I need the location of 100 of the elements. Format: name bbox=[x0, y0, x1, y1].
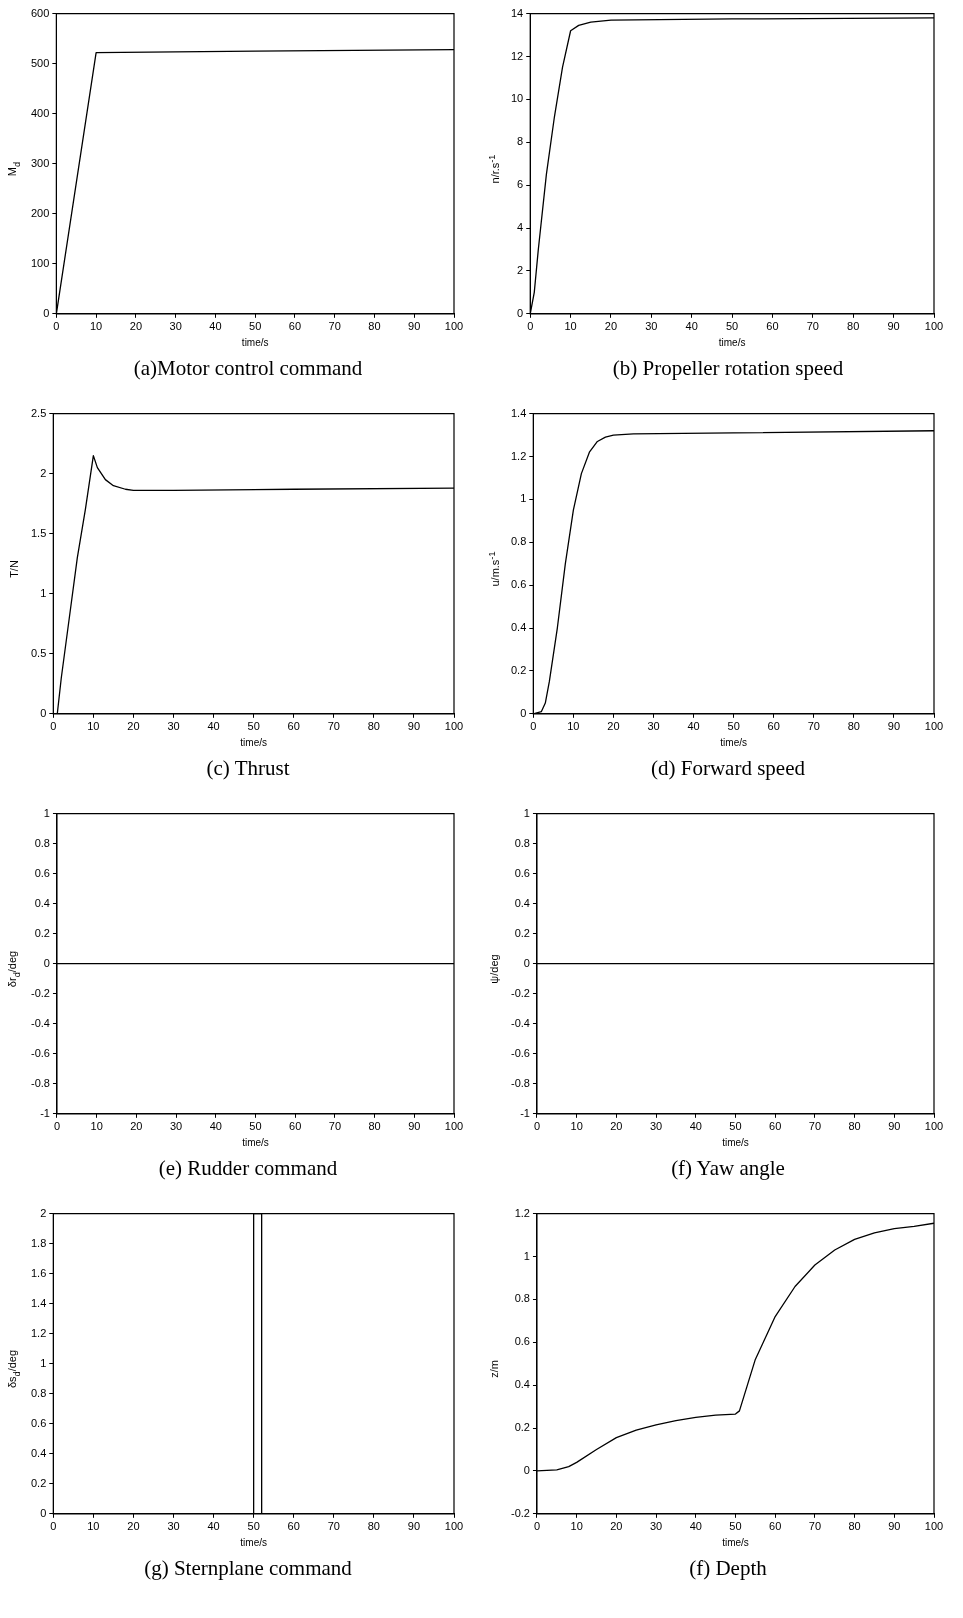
y-tick-label: 1 bbox=[40, 1356, 47, 1369]
x-tick-label: 100 bbox=[924, 1120, 944, 1133]
x-tick-label: 100 bbox=[444, 1120, 464, 1133]
y-tick-label: 0.4 bbox=[514, 1378, 530, 1391]
y-tick-label: 2.5 bbox=[30, 406, 47, 419]
y-tick-label: 1.2 bbox=[510, 449, 527, 462]
x-tick-label: 20 bbox=[127, 720, 140, 733]
y-tick-label: 0.6 bbox=[514, 866, 530, 879]
x-tick-label: 20 bbox=[610, 1520, 623, 1533]
x-axis-title: time/s bbox=[241, 336, 269, 348]
x-tick-label: 70 bbox=[808, 1520, 822, 1533]
x-tick-label: 90 bbox=[887, 720, 901, 733]
y-tick-label: 0.8 bbox=[30, 1386, 47, 1399]
y-tick-label: 0 bbox=[43, 306, 50, 319]
x-tick-label: 100 bbox=[444, 720, 464, 733]
y-tick-label: 0 bbox=[523, 956, 530, 969]
x-tick-label: 30 bbox=[645, 320, 658, 333]
x-tick-label: 60 bbox=[289, 1120, 302, 1133]
y-tick-label: 0 bbox=[520, 706, 527, 719]
y-tick-label: 1 bbox=[523, 806, 530, 819]
x-tick-label: 60 bbox=[288, 320, 302, 333]
x-tick-label: 80 bbox=[848, 1520, 861, 1533]
x-axis-title: time/s bbox=[722, 1536, 749, 1548]
y-tick-label: 0.6 bbox=[510, 578, 527, 591]
y-tick-label: 1.2 bbox=[514, 1206, 530, 1219]
x-tick-label: 70 bbox=[806, 320, 819, 333]
y-tick-label: 0.2 bbox=[30, 1476, 47, 1489]
x-tick-label: 100 bbox=[444, 1520, 464, 1533]
y-tick-label: 0.6 bbox=[30, 1416, 47, 1429]
x-tick-label: 50 bbox=[729, 1120, 742, 1133]
x-axis-title: time/s bbox=[240, 1536, 267, 1548]
x-tick-label: 40 bbox=[687, 720, 700, 733]
x-tick-label: 60 bbox=[766, 320, 779, 333]
x-tick-label: 30 bbox=[649, 1120, 663, 1133]
x-tick-label: 10 bbox=[87, 1520, 100, 1533]
y-tick-label: 1 bbox=[520, 492, 527, 505]
y-tick-label: 1.6 bbox=[30, 1266, 47, 1279]
y-tick-label: 0.4 bbox=[510, 621, 527, 634]
x-tick-label: 10 bbox=[564, 320, 577, 333]
text: (e) Rudder command bbox=[157, 1156, 339, 1181]
y-tick-label: 0.2 bbox=[514, 926, 530, 939]
y-tick-label: 0.8 bbox=[514, 1292, 530, 1305]
y-tick-label: -0.2 bbox=[30, 986, 50, 999]
x-tick-label: 40 bbox=[209, 1120, 222, 1133]
x-tick-label: 70 bbox=[327, 720, 340, 733]
y-tick-label: -0.6 bbox=[30, 1046, 50, 1059]
y-tick-label: 0.6 bbox=[34, 866, 50, 879]
y-tick-label: 100 bbox=[30, 256, 50, 269]
x-axis-title: time/s bbox=[242, 1136, 269, 1148]
x-tick-label: 10 bbox=[570, 1120, 583, 1133]
y-tick-label: 0.4 bbox=[34, 896, 50, 909]
x-tick-label: 70 bbox=[328, 320, 341, 333]
x-tick-label: 60 bbox=[769, 1120, 782, 1133]
x-tick-label: 40 bbox=[689, 1120, 702, 1133]
y-tick-label: -1 bbox=[520, 1106, 530, 1119]
y-tick-label: 14 bbox=[510, 6, 524, 19]
y-tick-label: 0.4 bbox=[30, 1446, 47, 1459]
x-tick-label: 20 bbox=[130, 1120, 143, 1133]
x-tick-label: 0 bbox=[533, 1520, 541, 1533]
x-tick-label: 10 bbox=[90, 1120, 103, 1133]
y-tick-label: 8 bbox=[517, 135, 524, 148]
x-tick-label: 70 bbox=[808, 1120, 822, 1133]
x-tick-label: 90 bbox=[887, 320, 900, 333]
x-tick-label: 30 bbox=[647, 720, 660, 733]
x-tick-label: 20 bbox=[604, 320, 618, 333]
x-tick-label: 80 bbox=[367, 720, 380, 733]
y-tick-label: -0.4 bbox=[30, 1016, 50, 1029]
x-tick-label: 50 bbox=[729, 1520, 742, 1533]
x-axis-title: time/s bbox=[718, 336, 746, 348]
x-tick-label: 50 bbox=[249, 1120, 262, 1133]
x-tick-label: 50 bbox=[247, 720, 260, 733]
x-tick-label: 100 bbox=[924, 320, 944, 333]
y-axis-title: z/m bbox=[488, 1360, 500, 1378]
x-tick-label: 20 bbox=[610, 1120, 623, 1133]
y-tick-label: 0.5 bbox=[30, 646, 47, 659]
x-tick-label: 80 bbox=[367, 1520, 380, 1533]
x-tick-label: 80 bbox=[368, 1120, 381, 1133]
x-tick-label: 80 bbox=[847, 320, 860, 333]
y-tick-label: 1 bbox=[523, 1249, 530, 1262]
x-tick-label: 60 bbox=[769, 1520, 782, 1533]
y-tick-label: 1.8 bbox=[30, 1236, 47, 1249]
text: (c) Thrust bbox=[205, 756, 291, 781]
x-tick-label: 70 bbox=[327, 1520, 340, 1533]
x-tick-label: 90 bbox=[888, 1520, 901, 1533]
y-tick-label: -0.8 bbox=[30, 1076, 50, 1089]
y-tick-label: -0.4 bbox=[510, 1016, 530, 1029]
x-tick-label: 60 bbox=[287, 1520, 300, 1533]
x-tick-label: 10 bbox=[87, 720, 100, 733]
y-tick-label: -0.2 bbox=[510, 1506, 530, 1519]
x-tick-label: 80 bbox=[847, 720, 860, 733]
y-tick-label: 0.8 bbox=[510, 535, 527, 548]
x-tick-label: 50 bbox=[725, 320, 739, 333]
text: (a)Motor control command bbox=[132, 356, 364, 381]
y-axis-title: ψ/deg bbox=[488, 954, 500, 984]
y-tick-label: 1 bbox=[40, 586, 47, 599]
y-tick-label: 10 bbox=[510, 92, 524, 105]
y-tick-label: 0 bbox=[43, 956, 50, 969]
y-tick-label: 4 bbox=[517, 221, 524, 234]
y-tick-label: -1 bbox=[40, 1106, 50, 1119]
x-tick-label: 50 bbox=[247, 1520, 260, 1533]
